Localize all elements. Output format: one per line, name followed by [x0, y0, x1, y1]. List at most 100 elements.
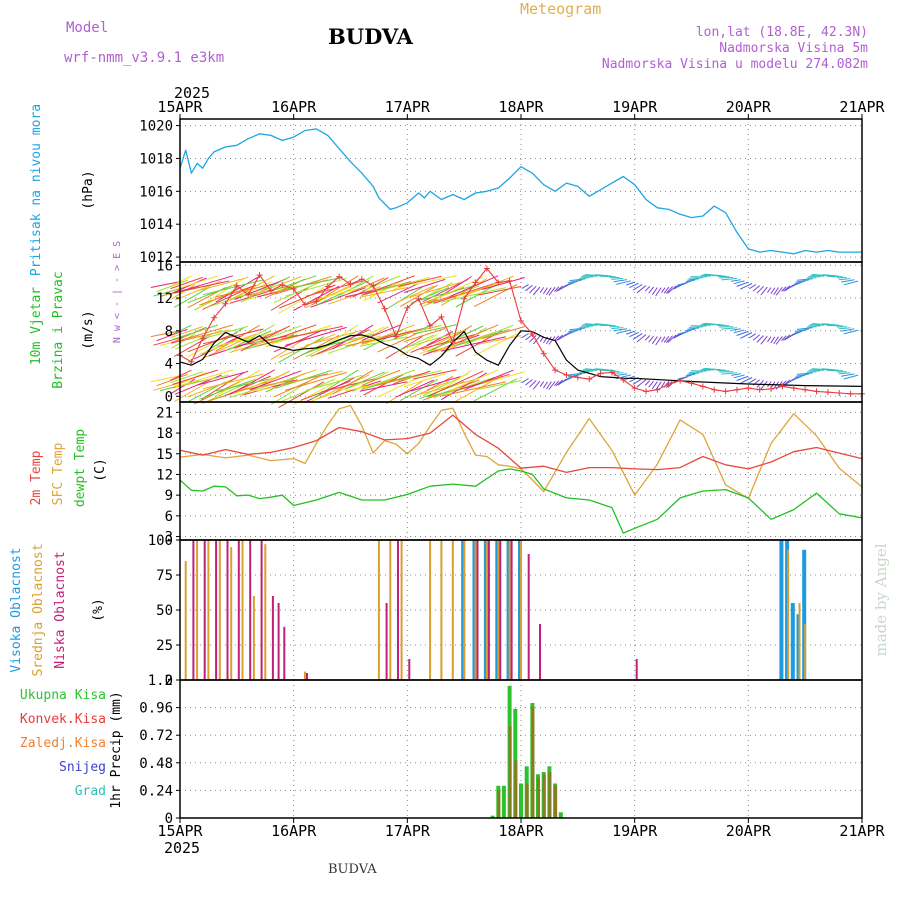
wind-barb — [344, 277, 385, 296]
wind-barb — [545, 336, 552, 345]
wind-barb — [170, 326, 203, 339]
cloud-axis-label-1: Visoka Oblacnost — [9, 547, 24, 672]
srednja-oblacnost-bar — [264, 544, 267, 680]
cloud-tick-label: 75 — [156, 568, 173, 584]
wind-barb — [665, 286, 673, 294]
wind-barb — [685, 373, 696, 377]
wind-axis-label-1: 10m Vjetar — [29, 287, 44, 365]
wind-barb — [150, 281, 181, 288]
ukupna-kisa-bar — [558, 812, 563, 819]
wind-barb — [410, 282, 461, 298]
wind-barb — [449, 275, 499, 297]
visoka-oblacnost-bar — [790, 603, 795, 680]
wind-barb — [187, 283, 237, 304]
wind-barb — [749, 333, 757, 339]
wind-barb — [736, 330, 749, 336]
wind-barb — [733, 329, 745, 334]
wind-barb — [810, 324, 825, 326]
konvek-kisa-bar — [508, 726, 512, 818]
wind-barb — [582, 275, 597, 277]
wind-barb — [478, 286, 522, 296]
wind-barb — [773, 336, 780, 345]
wind-barb — [359, 287, 408, 298]
wind-barb — [773, 287, 780, 295]
wind-barb — [175, 369, 234, 388]
temperature-tick-label: 12 — [156, 467, 173, 483]
pressure-tick-label: 1014 — [139, 217, 173, 233]
niska-oblacnost-bar — [476, 540, 479, 680]
wind-barb — [410, 376, 461, 392]
wind-barb — [525, 379, 533, 386]
wind-barb — [749, 378, 757, 384]
wind-barb — [440, 278, 488, 307]
wind-barb — [215, 282, 279, 298]
data-layer — [150, 128, 865, 819]
wind-barb — [311, 324, 359, 355]
wind-barb — [597, 323, 612, 326]
year-label-bottom: 2025 — [164, 839, 200, 857]
srednja-oblacnost-bar — [474, 540, 477, 680]
wind-barb — [795, 373, 810, 377]
srednja-oblacnost-bar — [241, 540, 244, 680]
wind-barb — [731, 328, 741, 331]
srednja-oblacnost-bar — [218, 540, 221, 680]
wind-barb — [542, 381, 548, 389]
wind-barb — [238, 334, 294, 347]
wind-barb — [240, 276, 291, 303]
precip-tick-label: 0.72 — [139, 728, 173, 744]
wind-barb — [794, 329, 806, 334]
temp-axis-label-1: 2m Temp — [29, 450, 44, 505]
wind-barb — [240, 325, 291, 352]
wind-barb — [795, 328, 810, 332]
wind-barb — [770, 287, 776, 295]
precip-legend-item: Grad — [75, 784, 106, 799]
niska-oblacnost-bar — [277, 603, 280, 680]
time-tick-top: 15APR — [157, 98, 203, 116]
wind-barb — [171, 378, 196, 394]
wind-barb — [677, 374, 692, 380]
wind-barb — [363, 279, 404, 302]
wind-barb — [238, 379, 294, 392]
wind-barb — [736, 281, 749, 287]
konvek-kisa-bar — [514, 760, 518, 818]
ukupna-kisa-bar — [501, 785, 506, 818]
wind-barb — [197, 276, 249, 292]
niska-oblacnost-bar — [237, 540, 240, 680]
wind-barb — [364, 369, 416, 390]
wind-barb — [644, 380, 651, 386]
wind-barb — [240, 370, 291, 397]
wind-barb — [648, 335, 654, 343]
niska-oblacnost-bar — [249, 540, 252, 680]
wind-barb — [197, 325, 249, 341]
page-title: BUDVA — [328, 24, 413, 49]
wind-barb — [153, 336, 184, 346]
srednja-oblacnost-bar — [804, 624, 807, 680]
temperature-tick-label: 15 — [156, 447, 173, 463]
wind-barb — [567, 374, 578, 379]
niska-oblacnost-bar — [385, 603, 388, 680]
wind-barb — [156, 328, 188, 342]
sfc-temp-line — [179, 404, 863, 500]
wind-tick-label: 16 — [156, 258, 173, 274]
wind-barb — [150, 330, 181, 338]
wind-barb — [687, 327, 700, 330]
wind-barb — [796, 372, 813, 375]
srednja-oblacnost-bar — [389, 540, 392, 680]
model-label: Model — [66, 20, 109, 36]
wind-barb — [332, 275, 374, 301]
wind-barb — [202, 373, 264, 390]
wind-barb — [555, 379, 564, 386]
location-coords: lon,lat (18.8E, 42.3N) — [695, 25, 868, 40]
time-tick-bottom: 15APR — [157, 822, 203, 840]
wind-barb — [655, 336, 662, 346]
wind-barb — [464, 324, 514, 346]
wind-barb — [663, 335, 670, 343]
wind-barb — [812, 323, 828, 326]
srednja-oblacnost-bar — [451, 540, 454, 680]
time-tick-bottom: 21APR — [839, 822, 885, 840]
wind-barb — [665, 335, 673, 343]
wind-barb — [812, 368, 828, 371]
wind-barb — [230, 369, 275, 395]
pressure-tick-label: 1016 — [139, 184, 173, 200]
credit-watermark: made by Angel — [872, 543, 890, 656]
